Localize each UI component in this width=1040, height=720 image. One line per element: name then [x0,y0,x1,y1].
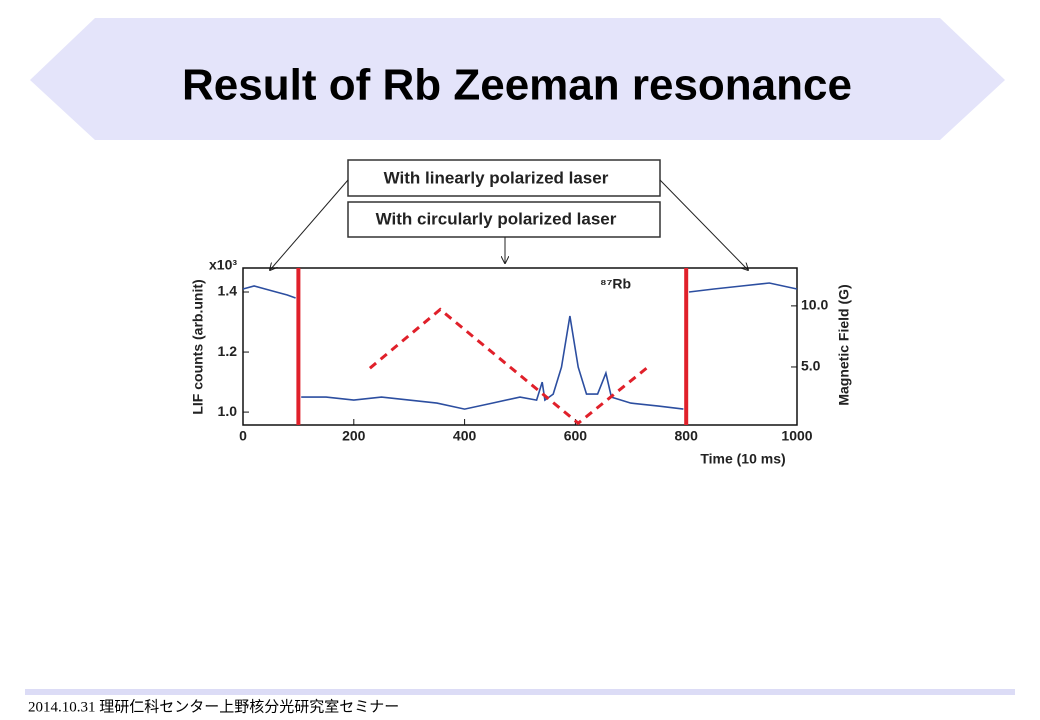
y2-tick-label: 5.0 [801,358,821,374]
footer-bar [25,689,1015,695]
x-tick-label: 0 [239,428,247,444]
annotation-box [347,201,661,238]
y2-tick-label: 10.0 [801,297,828,313]
y-axis-label: LIF counts (arb.unit) [190,279,206,414]
arrow [659,179,748,270]
annotation: With linearly polarized laser [384,168,609,187]
plot: 0 200 400 600 800 1000 1.0 1.2 1.4 5.0 10.0 x10³ ⁸⁷R… [190,257,852,467]
arrow [270,179,349,270]
y-tick-label: 1.4 [218,283,238,299]
x-tick-label: 800 [675,428,699,444]
annotation-box [347,159,661,197]
y-multiplier: x10³ [209,257,237,273]
x-tick-label: 200 [342,428,366,444]
data-line [368,307,649,426]
plot-frame [242,267,798,426]
y-tick-label: 1.0 [218,403,238,419]
y-tick-label: 1.2 [218,343,238,359]
data-line [242,282,798,410]
x-axis-label: Time (10 ms) [700,451,785,467]
y2-axis-label: Magnetic Field (G) [836,284,852,405]
x-tick-label: 1000 [781,428,812,444]
x-tick-label: 400 [453,428,477,444]
annotation: With circularly polarized laser [376,209,617,228]
isotope-label: ⁸⁷Rb [600,276,631,292]
footer: 2014.10.31 理研仁科センター上野核分光研究室セミナー [28,698,399,715]
x-tick-label: 600 [564,428,588,444]
title-banner [30,18,1005,140]
slide-title: Result of Rb Zeeman resonance [182,61,852,110]
